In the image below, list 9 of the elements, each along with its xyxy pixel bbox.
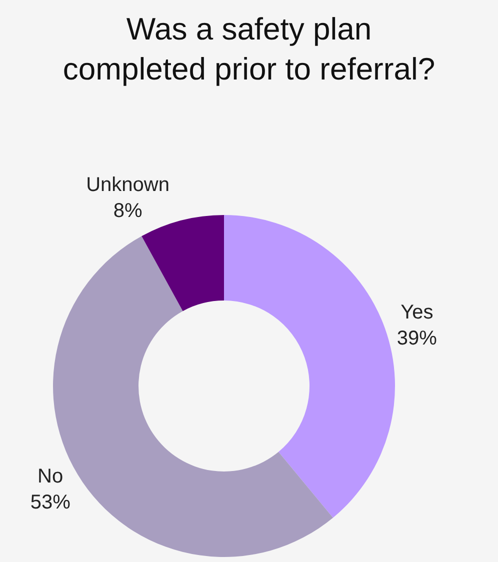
slice-label: No [38,466,64,488]
donut-slice [224,215,395,518]
data-label: 53% [30,492,71,514]
data-label: 8% [113,200,142,222]
donut-slice [142,215,224,312]
slice-label: Unknown [86,174,170,196]
slice-label: Yes [400,301,434,324]
data-label: 39% [396,327,438,350]
chart-title: Was a safety plan completed prior to referral? [62,11,436,87]
